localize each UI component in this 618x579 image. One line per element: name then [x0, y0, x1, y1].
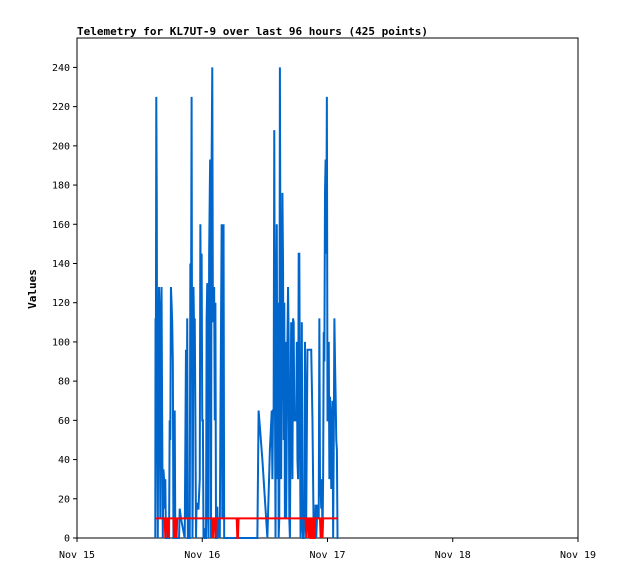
- y-tick-label: 140: [52, 259, 70, 270]
- x-tick-label: Nov 17: [309, 550, 345, 561]
- y-axis-label: Values: [26, 269, 39, 309]
- y-tick-label: 100: [52, 337, 70, 348]
- y-tick-label: 220: [52, 102, 70, 113]
- y-tick-label: 60: [58, 416, 70, 427]
- x-axis: Nov 15 Nov 16 Nov 17 Nov 18 Nov 19: [59, 538, 596, 561]
- x-tick-label: Nov 15: [59, 550, 95, 561]
- series-line-1: [154, 67, 339, 539]
- y-tick-label: 0: [64, 534, 70, 545]
- y-axis: 0 20 40 60 80 100 120 140 160 180 200 220 240: [52, 63, 77, 545]
- y-tick-label: 20: [58, 494, 70, 505]
- y-tick-label: 180: [52, 181, 70, 192]
- chart-title: Telemetry for KL7UT-9 over last 96 hours…: [77, 25, 428, 38]
- y-tick-label: 240: [52, 63, 70, 74]
- x-tick-label: Nov 18: [435, 550, 471, 561]
- y-tick-label: 120: [52, 298, 70, 309]
- series-line-2: [155, 517, 339, 539]
- y-tick-label: 200: [52, 141, 70, 152]
- x-tick-label: Nov 19: [560, 550, 596, 561]
- x-tick-label: Nov 16: [184, 550, 220, 561]
- series-layer: [154, 67, 339, 539]
- y-tick-label: 160: [52, 220, 70, 231]
- y-tick-label: 40: [58, 455, 70, 466]
- y-tick-label: 80: [58, 377, 70, 388]
